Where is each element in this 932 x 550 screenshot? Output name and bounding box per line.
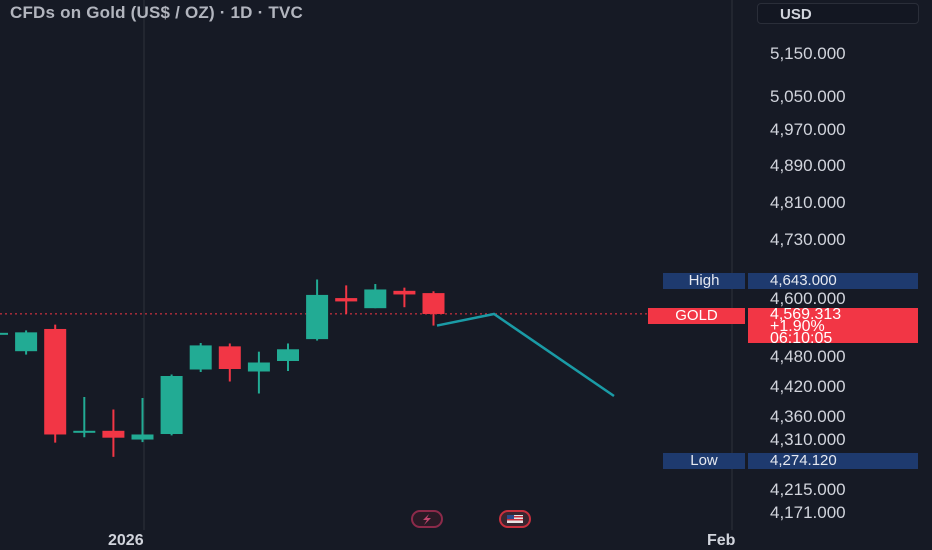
candle-down <box>44 324 67 443</box>
projection-layer <box>436 312 615 398</box>
price-tick-label: 5,050.000 <box>770 87 846 106</box>
symbol-price-label: GOLD <box>648 308 745 324</box>
low-label: Low <box>663 453 745 469</box>
candle-body <box>160 376 183 435</box>
price-tick-label: 4,360.000 <box>770 407 846 426</box>
price-tick-label: 4,810.000 <box>770 193 846 212</box>
bar-countdown: 06:10:05 <box>770 330 833 347</box>
candle-up <box>277 343 299 371</box>
price-tick-label: 4,890.000 <box>770 156 846 175</box>
high-value-tag: 4,643.000 <box>748 273 918 289</box>
candle-body <box>364 289 387 309</box>
price-tick-label: 4,730.000 <box>770 230 846 249</box>
price-change: +1.90% <box>770 318 825 335</box>
candle-up <box>364 284 387 309</box>
candle-body <box>393 290 416 295</box>
flash-event-icon[interactable] <box>411 510 443 528</box>
price-tick-label: 4,420.000 <box>770 377 846 396</box>
candle-down <box>102 409 125 457</box>
candle-up <box>160 374 183 436</box>
candle-down <box>218 343 241 382</box>
last-price-box: 4,569.313 +1.90% 06:10:05 <box>748 306 918 347</box>
price-tick-label: 4,171.000 <box>770 503 846 522</box>
price-tick-label: 4,480.000 <box>770 347 846 366</box>
candle-body <box>73 430 96 433</box>
last-price: 4,569.313 <box>770 306 842 323</box>
candle-up <box>247 351 270 394</box>
time-label-2026: 2026 <box>108 532 144 549</box>
currency-button[interactable]: USD <box>757 3 919 24</box>
candle-body <box>247 362 270 372</box>
chart-grid <box>0 0 745 530</box>
projection-line <box>436 312 615 398</box>
candle-body <box>15 332 38 352</box>
candle-body <box>306 294 329 340</box>
candles-layer <box>0 279 445 457</box>
candle-body <box>335 298 358 302</box>
time-label-feb: Feb <box>707 532 736 549</box>
candle-down <box>422 291 445 326</box>
candle-body <box>218 346 241 369</box>
candle-body <box>0 332 8 335</box>
candle-up <box>73 397 96 438</box>
candle-down <box>393 287 416 308</box>
candle-down <box>335 285 358 314</box>
price-tick-label: 5,150.000 <box>770 44 846 63</box>
candle-up <box>189 342 212 372</box>
candle-up <box>15 330 38 355</box>
candle-body <box>277 349 299 361</box>
price-tick-label: 4,215.000 <box>770 480 846 499</box>
candle-up <box>306 279 329 341</box>
candle-body <box>102 430 125 438</box>
us-economic-event-icon[interactable] <box>499 510 531 528</box>
candle-up <box>131 398 154 443</box>
price-tick-label: 4,600.000 <box>770 289 846 308</box>
high-label: High <box>663 273 745 289</box>
symbol-title[interactable]: CFDs on Gold (US$ / OZ) · 1D · TVC <box>10 3 303 22</box>
price-tick-label: 4,310.000 <box>770 430 846 449</box>
candle-body <box>131 434 154 440</box>
candle-body <box>44 328 67 435</box>
candle-up <box>0 332 8 335</box>
low-value-tag: 4,274.120 <box>748 453 918 469</box>
candle-body <box>189 345 212 370</box>
price-tick-label: 4,970.000 <box>770 120 846 139</box>
candle-body <box>422 293 445 314</box>
